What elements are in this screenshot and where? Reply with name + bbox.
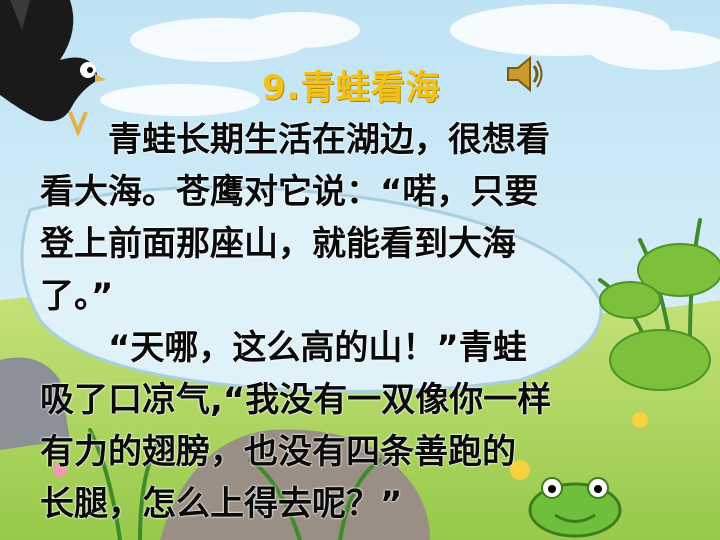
paragraph-line: “天哪，这么高的山！”青蛙 — [40, 328, 527, 368]
story-paragraph-2: “天哪，这么高的山！”青蛙 吸了口凉气,“我没有一双像你一样 有力的翅膀，也没有… — [40, 322, 700, 530]
paragraph-line: 青蛙长期生活在湖边，很想看 — [40, 120, 550, 160]
pond-water — [20, 185, 603, 393]
story-paragraph-1: 青蛙长期生活在湖边，很想看 看大海。苍鹰对它说：“喏，只要 登上前面那座山，就能… — [40, 114, 700, 322]
paragraph-line: 登上前面那座山，就能看到大海 — [40, 224, 516, 264]
rock-bottom — [160, 429, 430, 540]
paragraph-line: 看大海。苍鹰对它说：“喏，只要 — [40, 172, 539, 212]
lily-pads — [599, 243, 720, 391]
paragraph-line: 长腿，怎么上得去呢？” — [40, 484, 403, 524]
eagle-illustration — [0, 0, 106, 138]
paragraph-line: 吸了口凉气,“我没有一双像你一样 — [40, 380, 552, 420]
slide-title: 9.青蛙看海 — [262, 68, 441, 108]
frog-illustration — [528, 477, 622, 538]
paragraph-line: 了。” — [40, 276, 114, 316]
cloud-shapes — [100, 4, 720, 116]
rock-left — [0, 357, 70, 450]
speaker-icon[interactable] — [504, 52, 544, 96]
paragraph-line: 有力的翅膀，也没有四条善跑的 — [40, 432, 516, 472]
flowers — [53, 412, 648, 480]
